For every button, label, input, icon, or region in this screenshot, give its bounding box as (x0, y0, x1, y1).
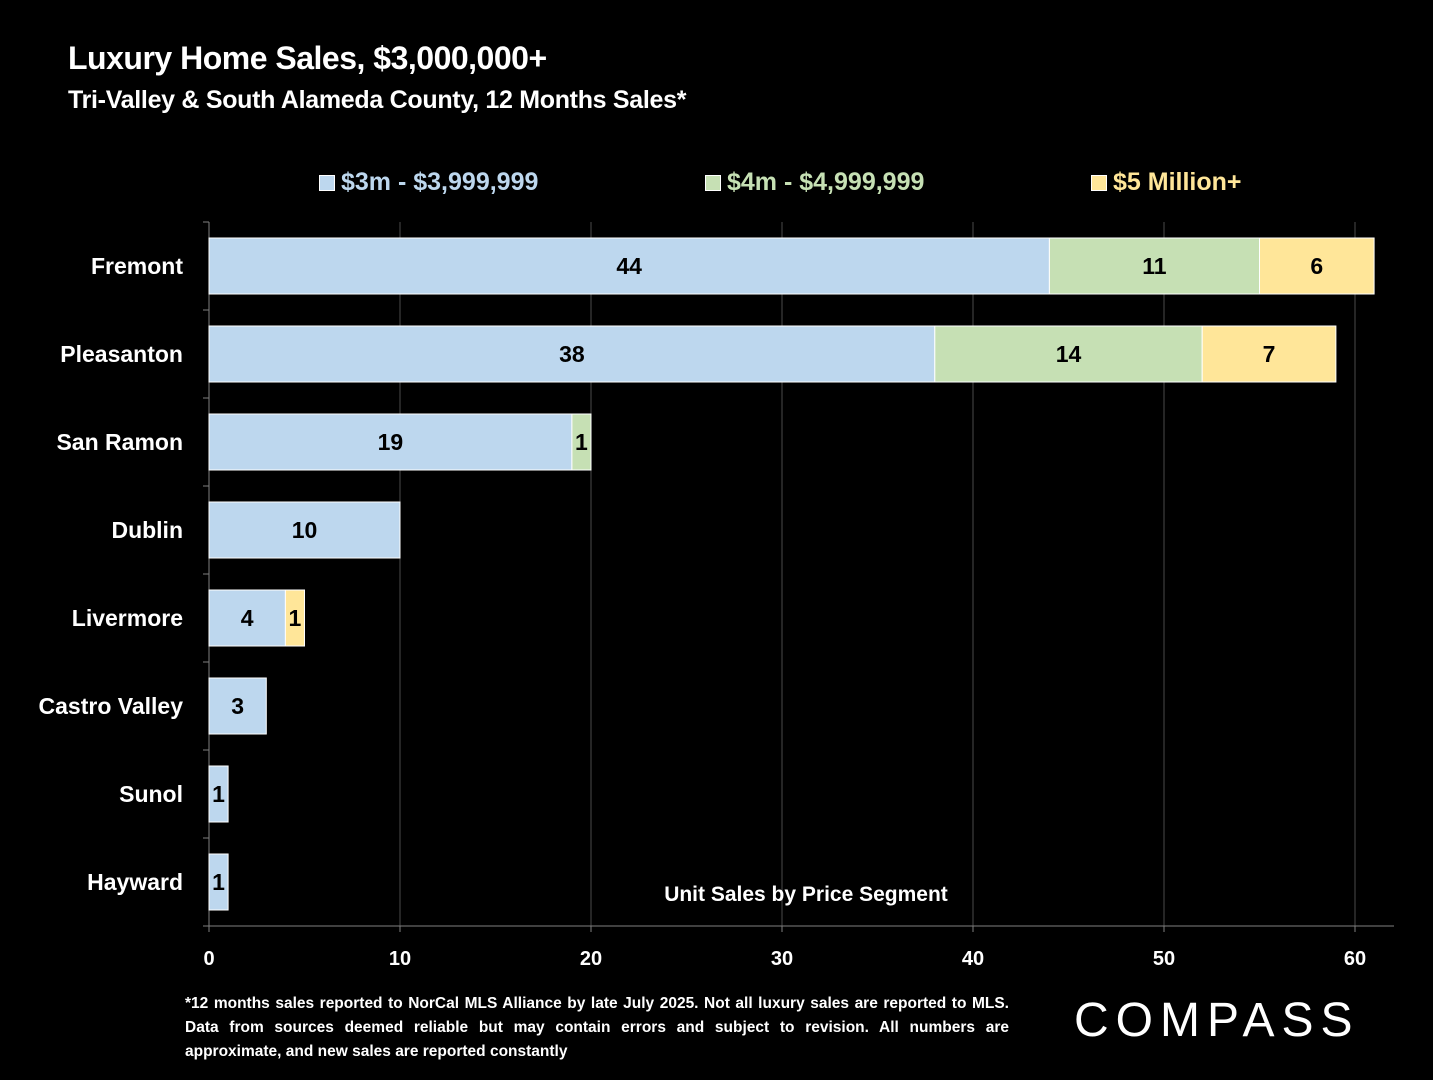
bar-segment (208, 413, 573, 471)
legend-label-4m: $4m - $4,999,999 (727, 168, 925, 196)
legend-item-4m: $4m - $4,999,999 (705, 168, 924, 197)
category-label: Pleasanton (60, 341, 183, 367)
data-label: 4 (241, 605, 254, 631)
data-label: 7 (1263, 341, 1276, 367)
category-label: Castro Valley (39, 693, 184, 719)
bar-segment (208, 237, 1050, 295)
bar-segment (208, 765, 229, 823)
footnote: *12 months sales reported to NorCal MLS … (185, 995, 1009, 1060)
category-label: Livermore (72, 605, 183, 631)
bar-segment (1048, 237, 1261, 295)
bar-segment (1259, 237, 1375, 295)
x-tick-label: 10 (389, 948, 411, 970)
category-label: Fremont (91, 253, 183, 279)
category-label: Dublin (111, 517, 183, 543)
x-tick-label: 20 (580, 948, 602, 970)
data-label: 10 (292, 517, 318, 543)
compass-logo: COMPASS (1074, 994, 1360, 1047)
data-label: 1 (212, 869, 225, 895)
bar-segment (208, 501, 401, 559)
category-label: Sunol (119, 781, 183, 807)
bar-segment (208, 325, 936, 383)
legend-item-5m: $5 Million+ (1091, 168, 1242, 197)
data-label: 44 (616, 253, 642, 279)
x-tick-label: 0 (203, 948, 214, 970)
data-label: 1 (212, 781, 225, 807)
x-tick-label: 40 (962, 948, 984, 970)
category-label: Hayward (87, 869, 183, 895)
x-tick-label: 30 (771, 948, 793, 970)
x-tick-label: 60 (1344, 948, 1366, 970)
legend-item-3m: $3m - $3,999,999 (319, 168, 538, 197)
legend-swatch-4m (705, 174, 721, 191)
chart-subtitle: Tri-Valley & South Alameda County, 12 Mo… (68, 86, 687, 114)
bar-segment (571, 413, 592, 471)
bar-segment (1201, 325, 1337, 383)
data-label: 3 (231, 693, 244, 719)
data-label: 19 (378, 429, 404, 455)
bar-segment (208, 589, 286, 647)
data-label: 14 (1056, 341, 1082, 367)
bar-segment (934, 325, 1203, 383)
data-label: 6 (1310, 253, 1323, 279)
chart-legend: $3m - $3,999,999 $4m - $4,999,999 $5 Mil… (0, 168, 1433, 202)
bar-segment (208, 677, 267, 735)
data-label: 1 (289, 605, 302, 631)
legend-label-3m: $3m - $3,999,999 (341, 168, 539, 196)
x-tick-label: 50 (1153, 948, 1175, 970)
data-label: 11 (1142, 253, 1167, 279)
data-label: 38 (559, 341, 585, 367)
legend-swatch-5m (1091, 174, 1107, 191)
bar-segment (284, 589, 305, 647)
chart-title: Luxury Home Sales, $3,000,000+ (68, 40, 547, 76)
data-label: 1 (575, 429, 588, 455)
category-label: San Ramon (56, 429, 183, 455)
legend-swatch-3m (319, 174, 335, 191)
bar-segment (208, 853, 229, 911)
x-axis-title: Unit Sales by Price Segment (664, 883, 948, 906)
legend-label-5m: $5 Million+ (1113, 168, 1242, 196)
